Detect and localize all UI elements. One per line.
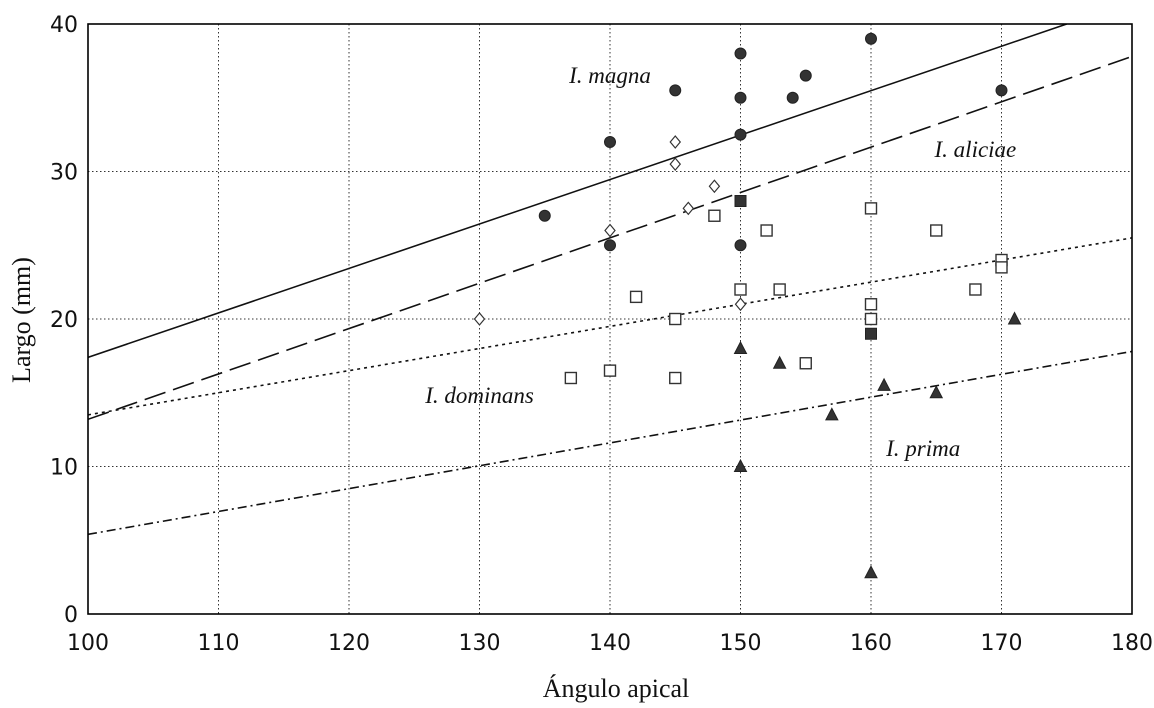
x-tick-label: 160 (850, 631, 892, 656)
x-axis-title: Ángulo apical (543, 674, 690, 703)
x-tick-label: 170 (981, 631, 1023, 656)
data-point-circle (734, 239, 747, 252)
data-point-circle (604, 239, 616, 252)
data-point-square (995, 261, 1008, 274)
x-tick-label: 180 (1111, 631, 1153, 656)
data-point-circle (786, 91, 799, 104)
data-point-square (864, 298, 878, 311)
data-point-square (799, 357, 812, 370)
x-tick-label: 100 (67, 631, 109, 656)
data-point-diamond (473, 312, 486, 326)
data-point-diamond (734, 297, 747, 312)
data-point-square (708, 209, 721, 222)
data-points (473, 32, 1022, 579)
data-point-triangle (864, 565, 878, 579)
data-point-circle (538, 209, 551, 222)
data-point-triangle (1007, 311, 1022, 325)
plot-frame (87, 23, 1133, 615)
y-tick-label: 30 (50, 161, 78, 186)
data-point-circle (799, 69, 812, 82)
data-point-triangle (733, 340, 748, 354)
data-point-square (864, 312, 878, 326)
data-point-circle (734, 91, 747, 104)
y-axis-title: Largo (mm) (7, 257, 36, 383)
data-point-square (603, 364, 617, 377)
y-tick-label: 0 (64, 603, 78, 628)
data-point-circle (604, 136, 616, 148)
regression-line (88, 237, 1132, 416)
data-point-square (629, 290, 643, 304)
species-label: I. aliciae (934, 137, 1017, 162)
regression-line (88, 350, 1132, 536)
x-tick-label: 130 (459, 631, 501, 656)
data-point-circle (865, 32, 877, 45)
data-point-square (669, 312, 682, 326)
data-point-diamond (682, 201, 695, 216)
data-point-triangle (733, 458, 748, 472)
data-point-diamond (669, 135, 682, 149)
data-point-circle (995, 84, 1008, 97)
data-point-filled-square (734, 195, 747, 207)
species-label: I. prima (885, 436, 960, 461)
species-labels: I. magna I. aliciae I. dominans I. prima (424, 63, 1016, 461)
data-point-square (734, 283, 747, 296)
data-point-square (773, 283, 786, 296)
species-label: I. dominans (424, 383, 534, 408)
data-point-diamond (708, 179, 721, 194)
data-point-square (969, 283, 982, 296)
data-point-diamond (604, 223, 616, 238)
x-tick-label: 150 (720, 631, 762, 656)
data-point-circle (734, 128, 747, 141)
data-point-triangle (877, 377, 891, 391)
x-tick-label: 110 (198, 631, 240, 656)
data-point-filled-square (865, 327, 877, 340)
regression-line (88, 55, 1132, 421)
y-tick-label: 20 (50, 308, 78, 333)
data-point-square (864, 202, 878, 215)
y-tick-labels: 0 10 20 30 40 (50, 13, 78, 628)
x-tick-label: 140 (589, 631, 631, 656)
data-point-circle (734, 47, 747, 60)
data-point-triangle (929, 385, 944, 399)
regression-line (88, 24, 1068, 359)
data-point-diamond (669, 157, 682, 172)
y-tick-label: 10 (50, 456, 78, 481)
x-tick-labels: 100 110 120 130 140 150 160 170 180 (67, 631, 1153, 656)
data-point-square (669, 371, 682, 385)
y-tick-label: 40 (50, 13, 78, 38)
data-point-square (564, 371, 578, 385)
x-tick-label: 120 (328, 631, 370, 656)
data-point-triangle (772, 355, 787, 369)
grid (88, 24, 1132, 614)
data-point-circle (669, 84, 682, 97)
data-point-square (930, 224, 943, 237)
data-point-triangle (825, 407, 839, 421)
data-point-square (760, 224, 773, 237)
regression-lines (88, 24, 1132, 536)
species-label: I. magna (568, 63, 651, 88)
